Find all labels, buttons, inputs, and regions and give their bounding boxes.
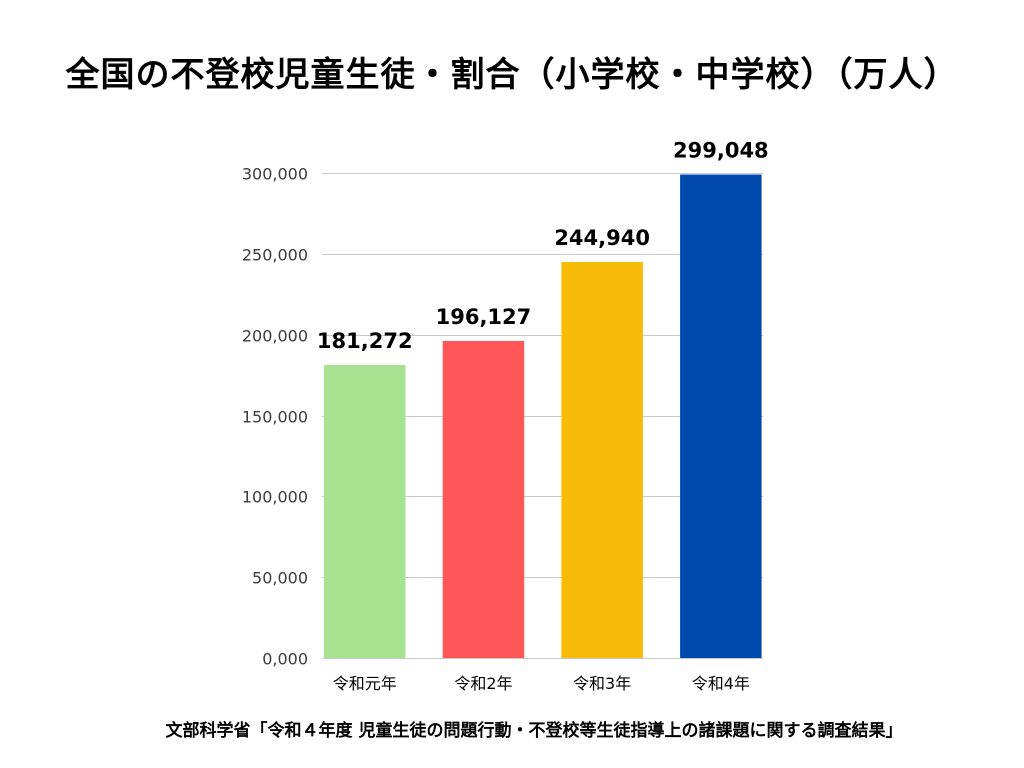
y-tick-label-250000: 250,000 <box>242 246 308 265</box>
y-tick-label-150000: 150,000 <box>242 408 308 427</box>
y-tick-label-200000: 200,000 <box>242 327 308 346</box>
bars <box>324 174 762 658</box>
chart-title: 全国の不登校児童生徒・割合（小学校・中学校）（万人） <box>65 55 959 95</box>
x-tick-label-4: 令和4年 <box>692 674 750 693</box>
value-label-1: 181,272 <box>317 329 413 353</box>
y-tick-label-50000: 50,000 <box>252 569 308 588</box>
bar-3 <box>561 262 643 658</box>
source-citation: 文部科学省「令和４年度 児童生徒の問題行動・不登校等生徒指導上の諸課題に関する調… <box>165 721 903 741</box>
value-label-4: 299,048 <box>673 139 769 163</box>
bar-1 <box>324 364 406 658</box>
y-tick-label-0: 0,000 <box>262 650 308 669</box>
y-axis-tick-labels: 0,000 50,000 100,000 150,000 200,000 250,000 3… <box>242 165 308 669</box>
bar-2 <box>442 340 525 658</box>
value-label-2: 196,127 <box>436 305 532 329</box>
x-tick-label-2: 令和2年 <box>454 674 512 693</box>
x-tick-label-3: 令和3年 <box>573 674 631 693</box>
x-tick-label-1: 令和元年 <box>333 674 397 693</box>
bar-value-labels: 181,272 196,127 244,940 299,048 <box>317 139 769 353</box>
bar-4 <box>680 174 762 658</box>
y-tick-label-100000: 100,000 <box>242 488 308 507</box>
y-tick-label-300000: 300,000 <box>242 165 308 184</box>
value-label-3: 244,940 <box>554 226 650 250</box>
x-axis-category-labels: 令和元年 令和2年 令和3年 令和4年 <box>333 674 750 693</box>
